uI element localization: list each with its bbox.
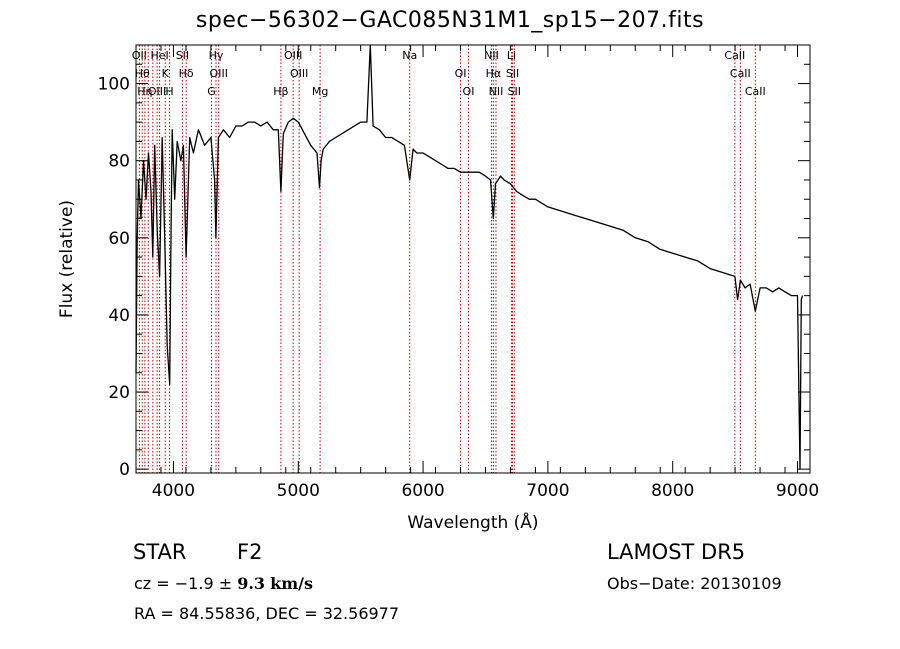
line-label: SII: [508, 85, 521, 98]
y-tick-label: 20: [108, 383, 130, 403]
line-label: Hα: [486, 67, 502, 80]
x-tick-label: 9000: [776, 481, 819, 501]
line-label: Hη: [137, 85, 152, 98]
axis-tick-labels: 4000 5000 6000 7000 8000 9000 0 20 40 60 80 100: [98, 75, 820, 501]
coordinates: RA = 84.55836, DEC = 32.56977: [134, 604, 400, 623]
line-label: OI: [455, 67, 467, 80]
line-label: SII: [506, 67, 519, 80]
line-label: G: [207, 85, 216, 98]
line-label: OIII: [148, 85, 166, 98]
line-labels: OIIHθHηOIIIHeIKHSIIHδGHγOIIIHβOIIIOIIIMg…: [132, 49, 766, 98]
obs-date: Obs−Date: 20130109: [607, 574, 782, 593]
line-label: OIII: [210, 67, 228, 80]
y-tick-label: 100: [98, 75, 130, 95]
line-label: OIII: [290, 67, 308, 80]
cz-unit: km/s: [270, 574, 314, 593]
line-label: CaII: [730, 67, 751, 80]
x-tick-label: 6000: [401, 481, 444, 501]
redshift-readout: cz = −1.9 ± 9.3 km/s: [134, 574, 313, 593]
x-axis-label: Wavelength (Å): [407, 511, 538, 533]
line-label: Li: [507, 49, 516, 62]
object-class: STAR: [133, 540, 187, 564]
line-label: Hδ: [179, 67, 194, 80]
plot-frame: [135, 44, 811, 474]
line-label: SII: [176, 49, 189, 62]
line-markers: [138, 45, 756, 473]
line-label: HeI: [150, 49, 168, 62]
line-label: Na: [402, 49, 417, 62]
line-label: Hθ: [135, 67, 150, 80]
line-label: OII: [132, 49, 147, 62]
x-tick-label: 4000: [152, 481, 195, 501]
line-label: CaII: [724, 49, 745, 62]
x-tick-label: 7000: [526, 481, 569, 501]
line-label: K: [162, 67, 170, 80]
object-subclass: F2: [237, 540, 263, 564]
line-label: Mg: [312, 85, 328, 98]
y-tick-label: 0: [119, 460, 130, 480]
y-tick-label: 60: [108, 229, 130, 249]
line-label: CaII: [745, 85, 766, 98]
y-axis-label: Flux (relative): [57, 200, 77, 318]
line-label: Hγ: [209, 49, 224, 62]
axis-ticks: [135, 44, 811, 473]
cz-value: 9.3: [237, 574, 266, 593]
line-label: H: [165, 85, 173, 98]
x-tick-label: 5000: [277, 481, 320, 501]
x-tick-label: 8000: [651, 481, 694, 501]
line-label: OI: [463, 85, 475, 98]
cz-prefix: cz = −1.9 ±: [134, 574, 233, 593]
line-label: NII: [484, 49, 499, 62]
spectrum-line: [135, 44, 804, 470]
line-label: OIII: [284, 49, 302, 62]
y-tick-label: 40: [108, 306, 130, 326]
y-tick-label: 80: [108, 152, 130, 172]
line-label: NII: [489, 85, 504, 98]
survey-name: LAMOST DR5: [607, 540, 746, 564]
line-label: Hβ: [273, 85, 288, 98]
chart-title: spec−56302−GAC085N31M1_sp15−207.fits: [195, 8, 705, 33]
